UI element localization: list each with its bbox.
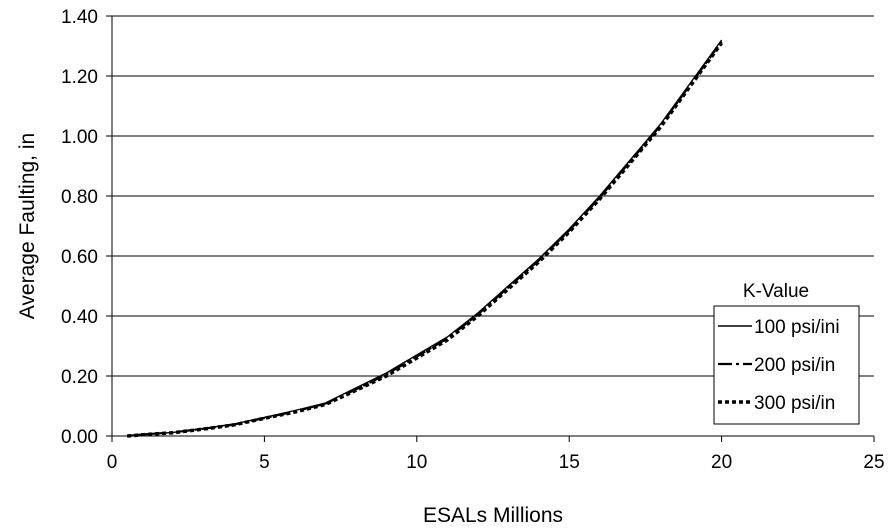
y-tick-label: 1.20: [61, 67, 98, 88]
y-tick-label: 0.40: [61, 307, 98, 328]
y-tick-label: 0.00: [61, 427, 98, 448]
y-tick-label: 0.80: [61, 187, 98, 208]
series-line-200-psi-in: [127, 40, 723, 438]
x-tick-label: 25: [863, 452, 884, 473]
legend-item: 200 psi/in: [718, 355, 835, 376]
series-line-300-psi-in: [127, 41, 724, 438]
series-line-100-psi-ini: [127, 39, 723, 437]
y-tick-label: 1.00: [61, 127, 98, 148]
legend-item: 300 psi/in: [718, 393, 835, 414]
gridlines: [112, 15, 874, 377]
legend-item: 100 psi/ini: [718, 317, 840, 338]
y-tick-label: 0.60: [61, 247, 98, 268]
axes: [106, 15, 875, 442]
legend-label: 200 psi/in: [754, 355, 835, 376]
legend-items: 100 psi/ini 200 psi/in 300 psi/in: [718, 317, 840, 414]
x-tick-label: 10: [406, 452, 427, 473]
x-axis-title: ESALs Millions: [423, 504, 563, 527]
legend: K-Value 100 psi/ini 200 psi/in 300 psi/in: [713, 279, 860, 425]
legend-title: K-Value: [743, 281, 809, 302]
tick-labels: 0.00 0.20 0.40 0.60 0.80 1.00 1.20 1.40 0 5 10 15 20…: [61, 7, 885, 473]
legend-title-backing: [728, 279, 828, 303]
series-lines: [127, 39, 724, 438]
legend-label: 300 psi/in: [754, 393, 835, 414]
x-tick-label: 15: [559, 452, 580, 473]
x-tick-label: 20: [711, 452, 732, 473]
y-axis-title: Average Faulting, in: [16, 133, 39, 319]
x-tick-label: 5: [259, 452, 270, 473]
y-tick-label: 1.40: [61, 7, 98, 28]
x-tick-label: 0: [107, 452, 118, 473]
y-tick-label: 0.20: [61, 367, 98, 388]
legend-label: 100 psi/ini: [754, 317, 840, 338]
